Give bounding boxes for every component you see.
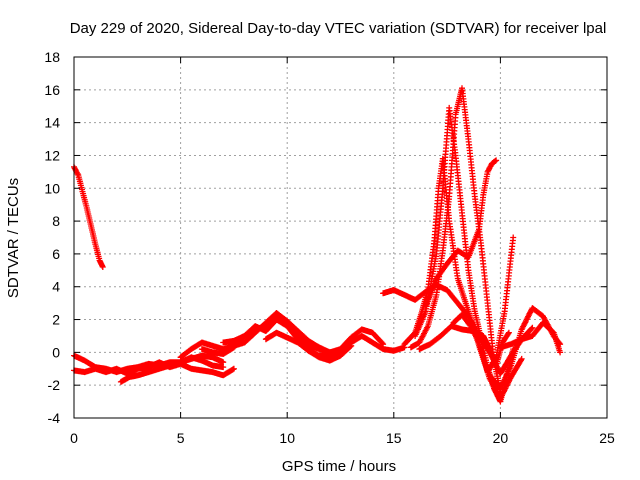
data-points <box>71 85 564 405</box>
chart-title: Day 229 of 2020, Sidereal Day-to-day VTE… <box>70 20 607 37</box>
x-tick-label: 20 <box>493 430 509 446</box>
axis-ticks: 0 5 10 15 20 25 -4 -2 0 2 4 6 8 10 12 14 16 18 <box>44 49 615 446</box>
series-arc-low-band-c <box>117 354 227 385</box>
series-arc-tail-2 <box>497 319 564 356</box>
y-tick-label: -4 <box>48 410 61 426</box>
y-tick-label: 4 <box>52 279 60 295</box>
y-tick-label: 18 <box>44 49 60 65</box>
series-arc-storm-2 <box>407 85 504 395</box>
y-tick-label: 0 <box>52 344 60 360</box>
y-tick-label: 10 <box>44 180 60 196</box>
data-marker-path <box>220 313 387 356</box>
data-marker-path <box>262 329 408 359</box>
x-axis-label: GPS time / hours <box>282 458 396 475</box>
x-tick-label: 5 <box>177 430 185 446</box>
x-tick-label: 25 <box>599 430 615 446</box>
plot-frame <box>73 56 608 419</box>
y-tick-label: 14 <box>44 115 60 131</box>
data-marker-path <box>497 319 564 356</box>
data-marker-path <box>117 354 227 385</box>
data-marker-path <box>422 157 500 310</box>
data-marker-path <box>407 85 504 395</box>
x-tick-label: 15 <box>386 430 402 446</box>
y-tick-label: 16 <box>44 82 60 98</box>
y-tick-label: 2 <box>52 312 60 328</box>
y-axis-label: SDTVAR / TECUs <box>5 178 22 298</box>
y-tick-label: 12 <box>44 147 60 163</box>
x-tick-label: 0 <box>70 430 78 446</box>
series-arc-storm-6 <box>450 234 517 376</box>
x-tick-label: 10 <box>279 430 295 446</box>
series-arc-mid-4 <box>262 329 408 359</box>
y-tick-label: 8 <box>52 213 60 229</box>
y-tick-label: -2 <box>48 377 61 393</box>
y-tick-label: 6 <box>52 246 60 262</box>
series-arc-storm-5 <box>422 157 500 310</box>
series-arc-mid-3 <box>220 313 387 356</box>
data-marker-path <box>450 234 517 376</box>
